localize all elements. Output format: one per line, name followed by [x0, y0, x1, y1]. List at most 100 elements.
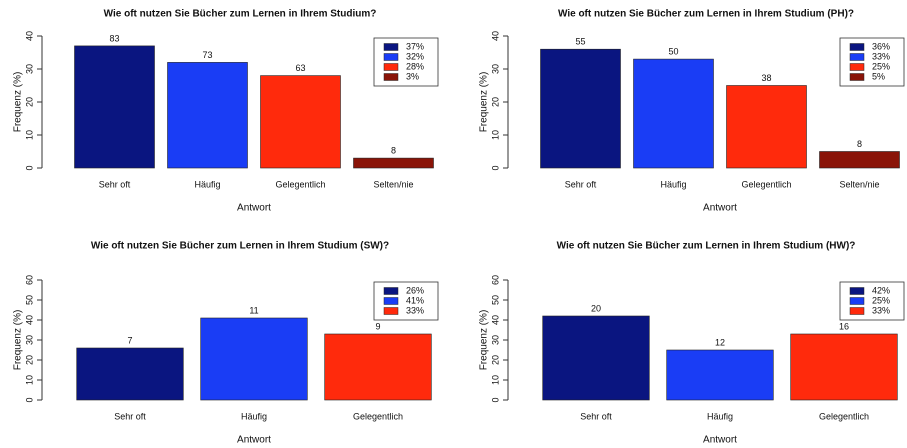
bar [76, 347, 184, 401]
count-label: 7 [127, 335, 132, 345]
chart-title: Wie oft nutzen Sie Bücher zum Lernen in … [558, 9, 854, 20]
panel: Wie oft nutzen Sie Bücher zum Lernen in … [479, 9, 905, 214]
bar [167, 62, 248, 169]
legend-label: 25% [872, 295, 890, 305]
legend-swatch [849, 297, 865, 305]
legend-label: 26% [406, 285, 424, 295]
x-tick-label: Sehr oft [99, 179, 131, 189]
x-axis-label: Antwort [237, 203, 271, 214]
legend-label: 37% [406, 41, 424, 51]
x-tick-label: Gelegentlich [819, 411, 869, 421]
y-tick-label: 0 [490, 397, 500, 402]
chart-title: Wie oft nutzen Sie Bücher zum Lernen in … [104, 9, 377, 20]
y-tick-label: 30 [490, 64, 500, 74]
count-label: 38 [761, 73, 771, 83]
legend-swatch [849, 63, 865, 71]
y-tick-label: 10 [24, 375, 34, 385]
y-tick-label: 40 [490, 31, 500, 41]
y-axis-label: Frequenz (%) [479, 310, 490, 371]
legend-swatch [383, 73, 399, 81]
legend-label: 33% [406, 305, 424, 315]
legend-label: 33% [872, 51, 890, 61]
y-tick-label: 60 [24, 275, 34, 285]
legend-swatch [383, 43, 399, 51]
chart-title: Wie oft nutzen Sie Bücher zum Lernen in … [91, 241, 389, 252]
count-label: 8 [391, 145, 396, 155]
legend-label: 41% [406, 295, 424, 305]
count-label: 63 [295, 63, 305, 73]
legend-swatch [383, 307, 399, 315]
legend-label: 25% [872, 61, 890, 71]
count-label: 11 [249, 305, 258, 315]
y-tick-label: 40 [24, 31, 34, 41]
bar [260, 75, 341, 169]
y-axis-label: Frequenz (%) [479, 72, 490, 133]
x-tick-label: Sehr oft [580, 411, 612, 421]
panel: Wie oft nutzen Sie Bücher zum Lernen in … [13, 9, 439, 214]
legend-swatch [383, 287, 399, 295]
x-tick-label: Sehr oft [565, 179, 597, 189]
bar [74, 45, 155, 169]
y-axis-label: Frequenz (%) [13, 72, 24, 133]
count-label: 50 [668, 46, 678, 56]
bar [542, 315, 650, 401]
bar [726, 85, 807, 169]
x-tick-label: Sehr oft [114, 411, 146, 421]
y-tick-label: 60 [490, 275, 500, 285]
legend-label: 42% [872, 285, 890, 295]
bar [324, 333, 432, 401]
bar [200, 317, 308, 401]
y-tick-label: 50 [24, 295, 34, 305]
count-label: 73 [202, 50, 212, 60]
y-tick-label: 50 [490, 295, 500, 305]
x-tick-label: Gelegentlich [353, 411, 403, 421]
legend-swatch [849, 43, 865, 51]
y-tick-label: 40 [24, 315, 34, 325]
y-tick-label: 20 [24, 97, 34, 107]
y-tick-label: 40 [490, 315, 500, 325]
y-tick-label: 20 [24, 355, 34, 365]
y-tick-label: 20 [490, 97, 500, 107]
y-tick-label: 10 [490, 130, 500, 140]
x-axis-label: Antwort [703, 435, 737, 446]
y-tick-label: 0 [24, 397, 34, 402]
x-axis-label: Antwort [703, 203, 737, 214]
legend-label: 5% [872, 71, 885, 81]
legend-swatch [849, 53, 865, 61]
y-tick-label: 20 [490, 355, 500, 365]
y-tick-label: 30 [24, 335, 34, 345]
y-tick-label: 0 [490, 165, 500, 170]
legend-label: 32% [406, 51, 424, 61]
legend-swatch [383, 63, 399, 71]
legend-label: 33% [872, 305, 890, 315]
count-label: 83 [109, 33, 119, 43]
legend-swatch [383, 297, 399, 305]
x-tick-label: Selten/nie [839, 179, 879, 189]
y-tick-label: 30 [24, 64, 34, 74]
x-tick-label: Häufig [241, 411, 267, 421]
legend-label: 36% [872, 41, 890, 51]
panel: Wie oft nutzen Sie Bücher zum Lernen in … [479, 241, 905, 446]
count-label: 9 [375, 321, 380, 331]
legend-label: 3% [406, 71, 419, 81]
count-label: 16 [839, 321, 849, 331]
count-label: 55 [575, 37, 585, 47]
legend-label: 28% [406, 61, 424, 71]
x-tick-label: Häufig [194, 179, 220, 189]
bar [633, 58, 714, 169]
y-tick-label: 10 [24, 130, 34, 140]
chart-title: Wie oft nutzen Sie Bücher zum Lernen in … [557, 241, 856, 252]
x-tick-label: Häufig [707, 411, 733, 421]
bar [353, 157, 434, 169]
legend-swatch [849, 287, 865, 295]
bar [819, 151, 900, 169]
count-label: 20 [591, 303, 601, 313]
y-tick-label: 10 [490, 375, 500, 385]
x-tick-label: Selten/nie [373, 179, 413, 189]
bar [666, 349, 774, 401]
count-label: 8 [857, 139, 862, 149]
bar [790, 333, 898, 401]
bar [540, 48, 621, 169]
